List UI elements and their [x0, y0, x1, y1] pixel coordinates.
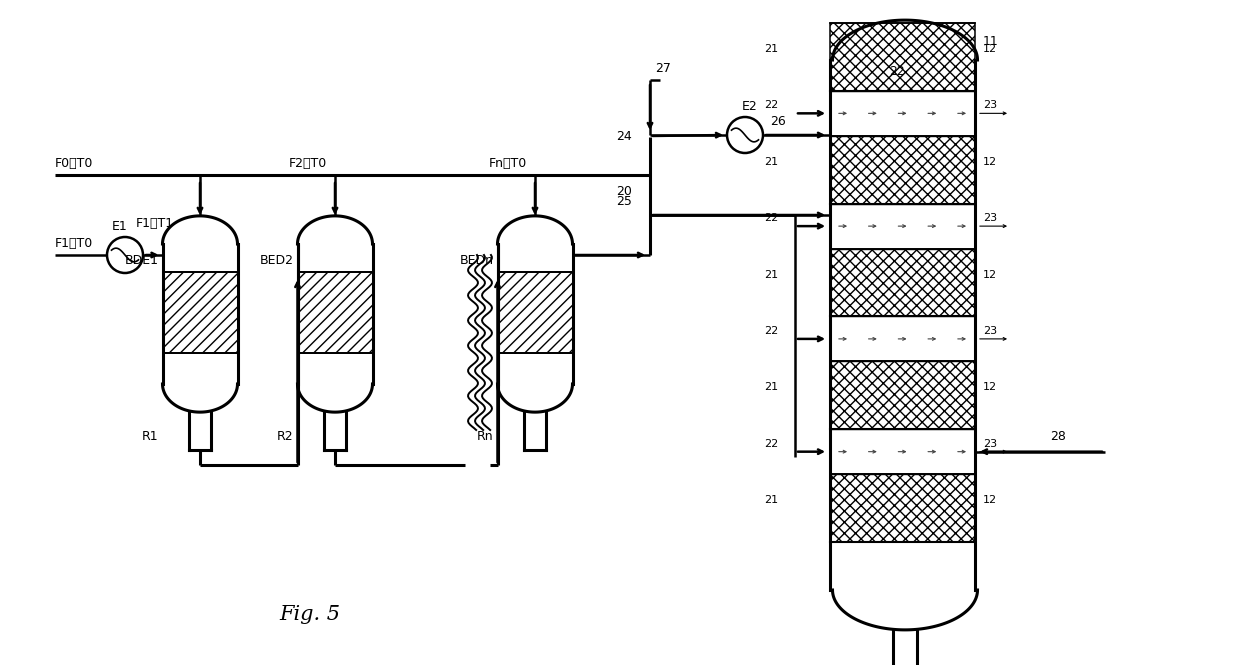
- Text: 20: 20: [616, 185, 632, 198]
- Text: 23: 23: [983, 213, 997, 223]
- Text: Fig. 5: Fig. 5: [279, 605, 341, 624]
- Text: 21: 21: [764, 269, 777, 279]
- Text: BEDn: BEDn: [460, 254, 494, 267]
- Text: 11: 11: [983, 35, 998, 48]
- Text: 12: 12: [983, 382, 997, 392]
- Text: F2、T0: F2、T0: [289, 157, 327, 170]
- Text: F0、T0: F0、T0: [55, 157, 93, 170]
- Text: 21: 21: [764, 157, 777, 167]
- Text: 26: 26: [770, 115, 786, 128]
- Text: 12: 12: [983, 495, 997, 505]
- Text: 21: 21: [764, 495, 777, 505]
- Text: 24: 24: [616, 130, 632, 143]
- Text: 23: 23: [983, 326, 997, 336]
- Text: 22: 22: [764, 100, 777, 110]
- Text: 23: 23: [983, 439, 997, 449]
- Text: 23: 23: [983, 100, 997, 110]
- Text: 22: 22: [764, 439, 777, 449]
- Text: R2: R2: [277, 430, 294, 443]
- Text: 12: 12: [983, 269, 997, 279]
- Polygon shape: [830, 136, 975, 203]
- Text: Rn: Rn: [477, 430, 494, 443]
- Text: 21: 21: [764, 382, 777, 392]
- Polygon shape: [162, 272, 238, 353]
- Text: 21: 21: [764, 44, 777, 54]
- Text: R1: R1: [141, 430, 159, 443]
- Polygon shape: [830, 249, 975, 317]
- Text: 12: 12: [983, 44, 997, 54]
- Text: Fn、T0: Fn、T0: [489, 157, 527, 170]
- Polygon shape: [830, 362, 975, 429]
- Polygon shape: [298, 272, 372, 353]
- Text: 27: 27: [655, 62, 671, 75]
- Polygon shape: [497, 272, 573, 353]
- Text: F1、T1: F1、T1: [136, 217, 174, 230]
- Text: 22: 22: [764, 326, 777, 336]
- Text: 28: 28: [1050, 430, 1066, 443]
- Polygon shape: [830, 23, 975, 91]
- Text: E2: E2: [742, 100, 758, 113]
- Text: 12: 12: [983, 157, 997, 167]
- Text: 25: 25: [616, 195, 632, 208]
- Text: 22: 22: [764, 213, 777, 223]
- Text: BDE1: BDE1: [124, 254, 159, 267]
- Text: 22: 22: [889, 65, 905, 78]
- Text: E1: E1: [112, 220, 128, 233]
- Polygon shape: [830, 474, 975, 542]
- Text: BED2: BED2: [259, 254, 294, 267]
- Text: F1、T0: F1、T0: [55, 237, 93, 250]
